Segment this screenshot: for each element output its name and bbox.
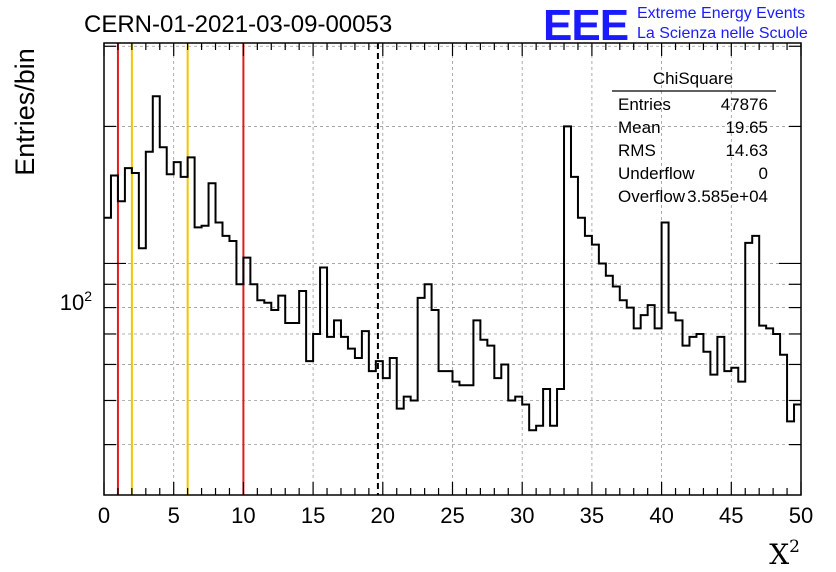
x-tick-label: 20 <box>371 503 395 528</box>
histogram-series <box>104 95 801 432</box>
stats-mean-value: 19.65 <box>725 118 768 137</box>
logo-subtitle-line2: La Scienza nelle Scuole <box>637 25 808 42</box>
x-axis-label: X2 <box>769 537 800 571</box>
axis-ticks <box>103 43 802 495</box>
logo-subtitle-line1: Extreme Energy Events <box>637 5 805 22</box>
x-tick-label: 0 <box>98 503 110 528</box>
stats-entries-label: Entries <box>618 95 671 114</box>
reference-lines <box>116 43 379 495</box>
stats-box: ChiSquare Entries 47876 Mean 19.65 RMS 1… <box>612 69 776 206</box>
x-tick-label: 30 <box>510 503 534 528</box>
stats-entries-value: 47876 <box>721 95 768 114</box>
stats-overflow-label: Overflow <box>618 187 686 206</box>
stats-rms-label: RMS <box>618 141 656 160</box>
eee-logo: EEE <box>543 1 628 50</box>
grid-lines <box>104 43 801 495</box>
y-axis-label: Entries/bin <box>10 48 40 176</box>
x-tick-labels: 0 5 10 15 20 25 30 35 40 45 50 <box>98 503 813 528</box>
x-tick-label: 25 <box>440 503 464 528</box>
y-tick-label: 102 <box>60 288 92 315</box>
stats-rms-value: 14.63 <box>725 141 768 160</box>
stats-mean-label: Mean <box>618 118 661 137</box>
x-tick-label: 35 <box>580 503 604 528</box>
x-tick-label: 40 <box>649 503 673 528</box>
stats-overflow-value: 3.585e+04 <box>687 187 768 206</box>
x-tick-label: 5 <box>168 503 180 528</box>
stats-underflow-label: Underflow <box>618 164 695 183</box>
stats-title: ChiSquare <box>653 69 733 88</box>
x-tick-label: 50 <box>789 503 813 528</box>
x-tick-label: 15 <box>301 503 325 528</box>
x-tick-label: 45 <box>719 503 743 528</box>
run-title: CERN-01-2021-03-09-00053 <box>84 11 392 38</box>
x-tick-label: 10 <box>231 503 255 528</box>
stats-underflow-value: 0 <box>759 164 768 183</box>
